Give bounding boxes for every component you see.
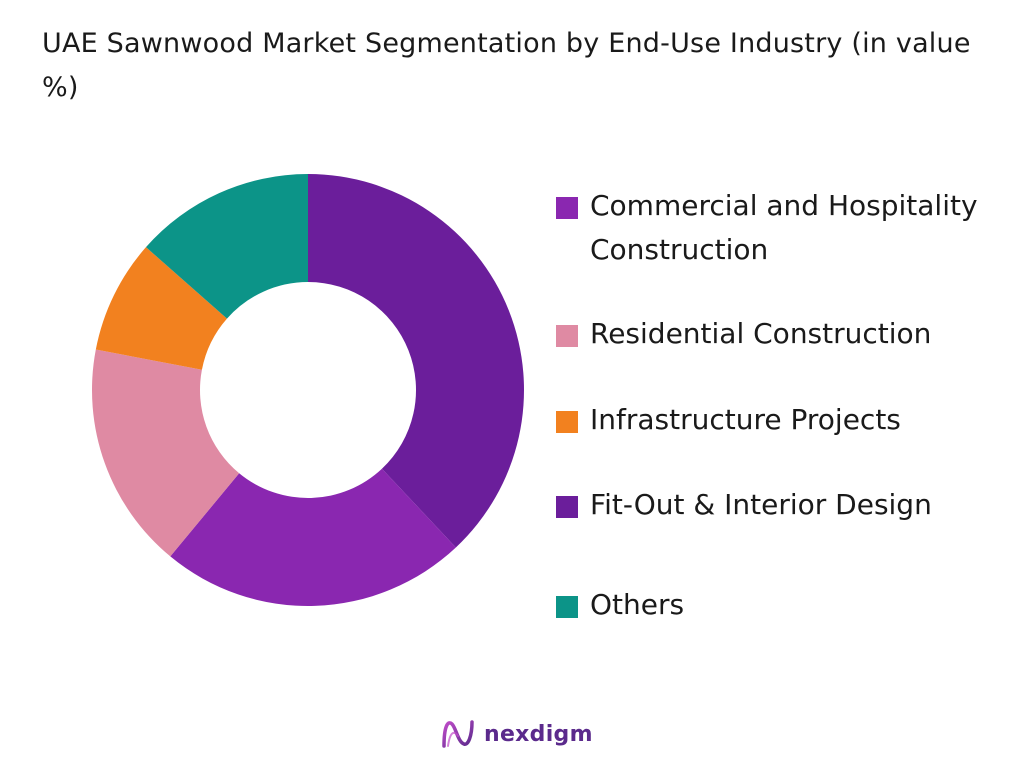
donut-slice-fit-out-interior-design xyxy=(308,174,524,548)
brand-footer: nexdigm xyxy=(440,716,593,752)
nexdigm-logo-icon xyxy=(442,720,474,748)
donut-slice-residential-construction xyxy=(92,349,240,557)
donut-slice-commercial-and-hospitality-construction xyxy=(170,468,456,606)
donut-slice-others xyxy=(145,174,308,319)
brand-name: nexdigm xyxy=(484,721,593,747)
donut-slice-infrastructure-projects xyxy=(95,247,227,370)
chart-title: UAE Sawnwood Market Segmentation by End-… xyxy=(42,28,971,103)
